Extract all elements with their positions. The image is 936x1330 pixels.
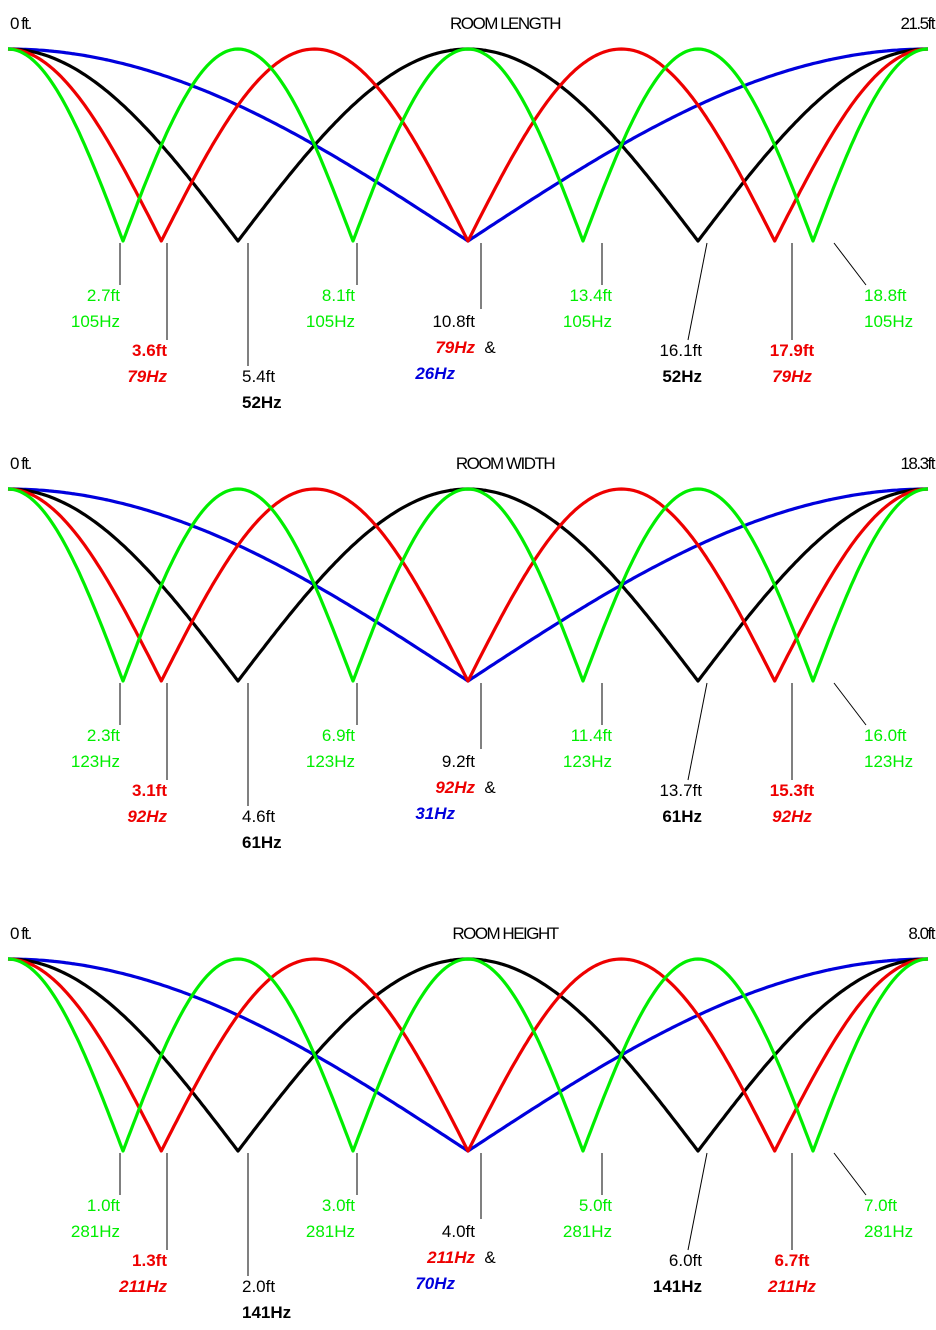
panel-start-label: 0 ft. (10, 454, 32, 473)
node-position-label: 6.0ft (669, 1251, 702, 1270)
node-frequency-label: 141Hz (242, 1303, 291, 1322)
node-position-label: 9.2ft (442, 752, 475, 771)
leader-line (833, 682, 867, 726)
mode-curves (7, 487, 929, 683)
leader-line (833, 1152, 867, 1196)
room-height-panel: 0 ft. ROOM HEIGHT 8.0ft 1.0ft 281Hz 1.3ft 2… (7, 924, 936, 1322)
node-position-label: 6.7ft (775, 1251, 810, 1270)
node-frequency-label: 105Hz (864, 312, 913, 331)
node-frequency-label: 61Hz (662, 807, 702, 826)
node-position-label: 1.3ft (132, 1251, 167, 1270)
node-position-label: 2.0ft (242, 1277, 275, 1296)
node-frequency-label: 79Hz (127, 367, 167, 386)
node-frequency-label: 211Hz (426, 1248, 475, 1267)
node-position-label: 16.0ft (864, 726, 907, 745)
node-frequency-label: 92Hz (127, 807, 167, 826)
ampersand-label: & (484, 338, 496, 357)
leader-line (687, 242, 708, 341)
node-frequency-label: 281Hz (306, 1222, 355, 1241)
panel-start-label: 0 ft. (10, 14, 32, 33)
node-position-label: 7.0ft (864, 1196, 897, 1215)
node-position-label: 2.3ft (87, 726, 120, 745)
panel-title: ROOM LENGTH (450, 14, 560, 33)
ampersand-label: & (484, 778, 496, 797)
node-frequency-label: 61Hz (242, 833, 282, 852)
panel-end-label: 21.5ft (900, 14, 935, 33)
node-frequency-label: 105Hz (306, 312, 355, 331)
node-frequency-label: 123Hz (864, 752, 913, 771)
node-frequency-label: 141Hz (653, 1277, 702, 1296)
node-position-label: 4.6ft (242, 807, 275, 826)
node-frequency-label: 52Hz (662, 367, 702, 386)
node-frequency-label: 123Hz (306, 752, 355, 771)
node-position-label: 2.7ft (87, 286, 120, 305)
room-width-panel: 0 ft. ROOM WIDTH 18.3ft 2.3ft 123Hz 3.1ft 9… (7, 454, 936, 852)
node-position-label: 4.0ft (442, 1222, 475, 1241)
panel-title: ROOM HEIGHT (452, 924, 558, 943)
fundamental-frequency-label: 70Hz (415, 1274, 455, 1293)
node-position-label: 13.7ft (659, 781, 702, 800)
node-position-label: 5.0ft (579, 1196, 612, 1215)
node-position-label: 5.4ft (242, 367, 275, 386)
third-mode-curve (7, 957, 929, 1153)
node-frequency-label: 52Hz (242, 393, 282, 412)
node-position-label: 3.1ft (132, 781, 167, 800)
node-labels: 2.7ft 105Hz 3.6ft 79Hz 5.4ft 52Hz 8.1ft 105Hz 10… (71, 242, 913, 412)
leader-line (687, 1152, 708, 1251)
fundamental-frequency-label: 31Hz (415, 804, 455, 823)
node-position-label: 18.8ft (864, 286, 907, 305)
fundamental-frequency-label: 26Hz (414, 364, 455, 383)
third-mode-curve (7, 487, 929, 683)
node-labels: 1.0ft 281Hz 1.3ft 211Hz 2.0ft 141Hz 3.0ft 281Hz… (71, 1152, 913, 1322)
ampersand-label: & (484, 1248, 496, 1267)
node-frequency-label: 105Hz (71, 312, 120, 331)
node-position-label: 3.6ft (132, 341, 167, 360)
mode-curves (7, 47, 929, 243)
node-position-label: 8.1ft (322, 286, 355, 305)
fourth-mode-curve (7, 487, 929, 683)
node-labels: 2.3ft 123Hz 3.1ft 92Hz 4.6ft 61Hz 6.9ft 123Hz 9.… (71, 682, 913, 852)
node-position-label: 1.0ft (87, 1196, 120, 1215)
room-length-panel: 0 ft. ROOM LENGTH 21.5ft 2.7ft 105Hz 3.6ft… (7, 14, 936, 412)
leader-line (687, 682, 708, 781)
node-position-label: 11.4ft (571, 726, 613, 745)
node-position-label: 17.9ft (770, 341, 815, 360)
node-frequency-label: 123Hz (563, 752, 612, 771)
panel-end-label: 8.0ft (908, 924, 935, 943)
node-frequency-label: 79Hz (435, 338, 475, 357)
panel-start-label: 0 ft. (10, 924, 32, 943)
node-frequency-label: 79Hz (772, 367, 812, 386)
mode-curves (7, 957, 929, 1153)
node-frequency-label: 211Hz (767, 1277, 816, 1296)
node-frequency-label: 92Hz (435, 778, 475, 797)
node-frequency-label: 92Hz (772, 807, 812, 826)
panel-title: ROOM WIDTH (456, 454, 555, 473)
node-frequency-label: 123Hz (71, 752, 120, 771)
node-frequency-label: 281Hz (563, 1222, 612, 1241)
node-position-label: 13.4ft (569, 286, 612, 305)
fourth-mode-curve (7, 47, 929, 243)
node-frequency-label: 105Hz (563, 312, 612, 331)
node-position-label: 3.0ft (322, 1196, 355, 1215)
panel-end-label: 18.3ft (900, 454, 935, 473)
third-mode-curve (7, 47, 929, 243)
leader-line (833, 242, 867, 286)
node-frequency-label: 211Hz (118, 1277, 167, 1296)
node-frequency-label: 281Hz (864, 1222, 913, 1241)
fourth-mode-curve (7, 957, 929, 1153)
node-position-label: 10.8ft (432, 312, 475, 331)
node-position-label: 6.9ft (322, 726, 355, 745)
node-position-label: 15.3ft (770, 781, 815, 800)
node-frequency-label: 281Hz (71, 1222, 120, 1241)
node-position-label: 16.1ft (659, 341, 702, 360)
